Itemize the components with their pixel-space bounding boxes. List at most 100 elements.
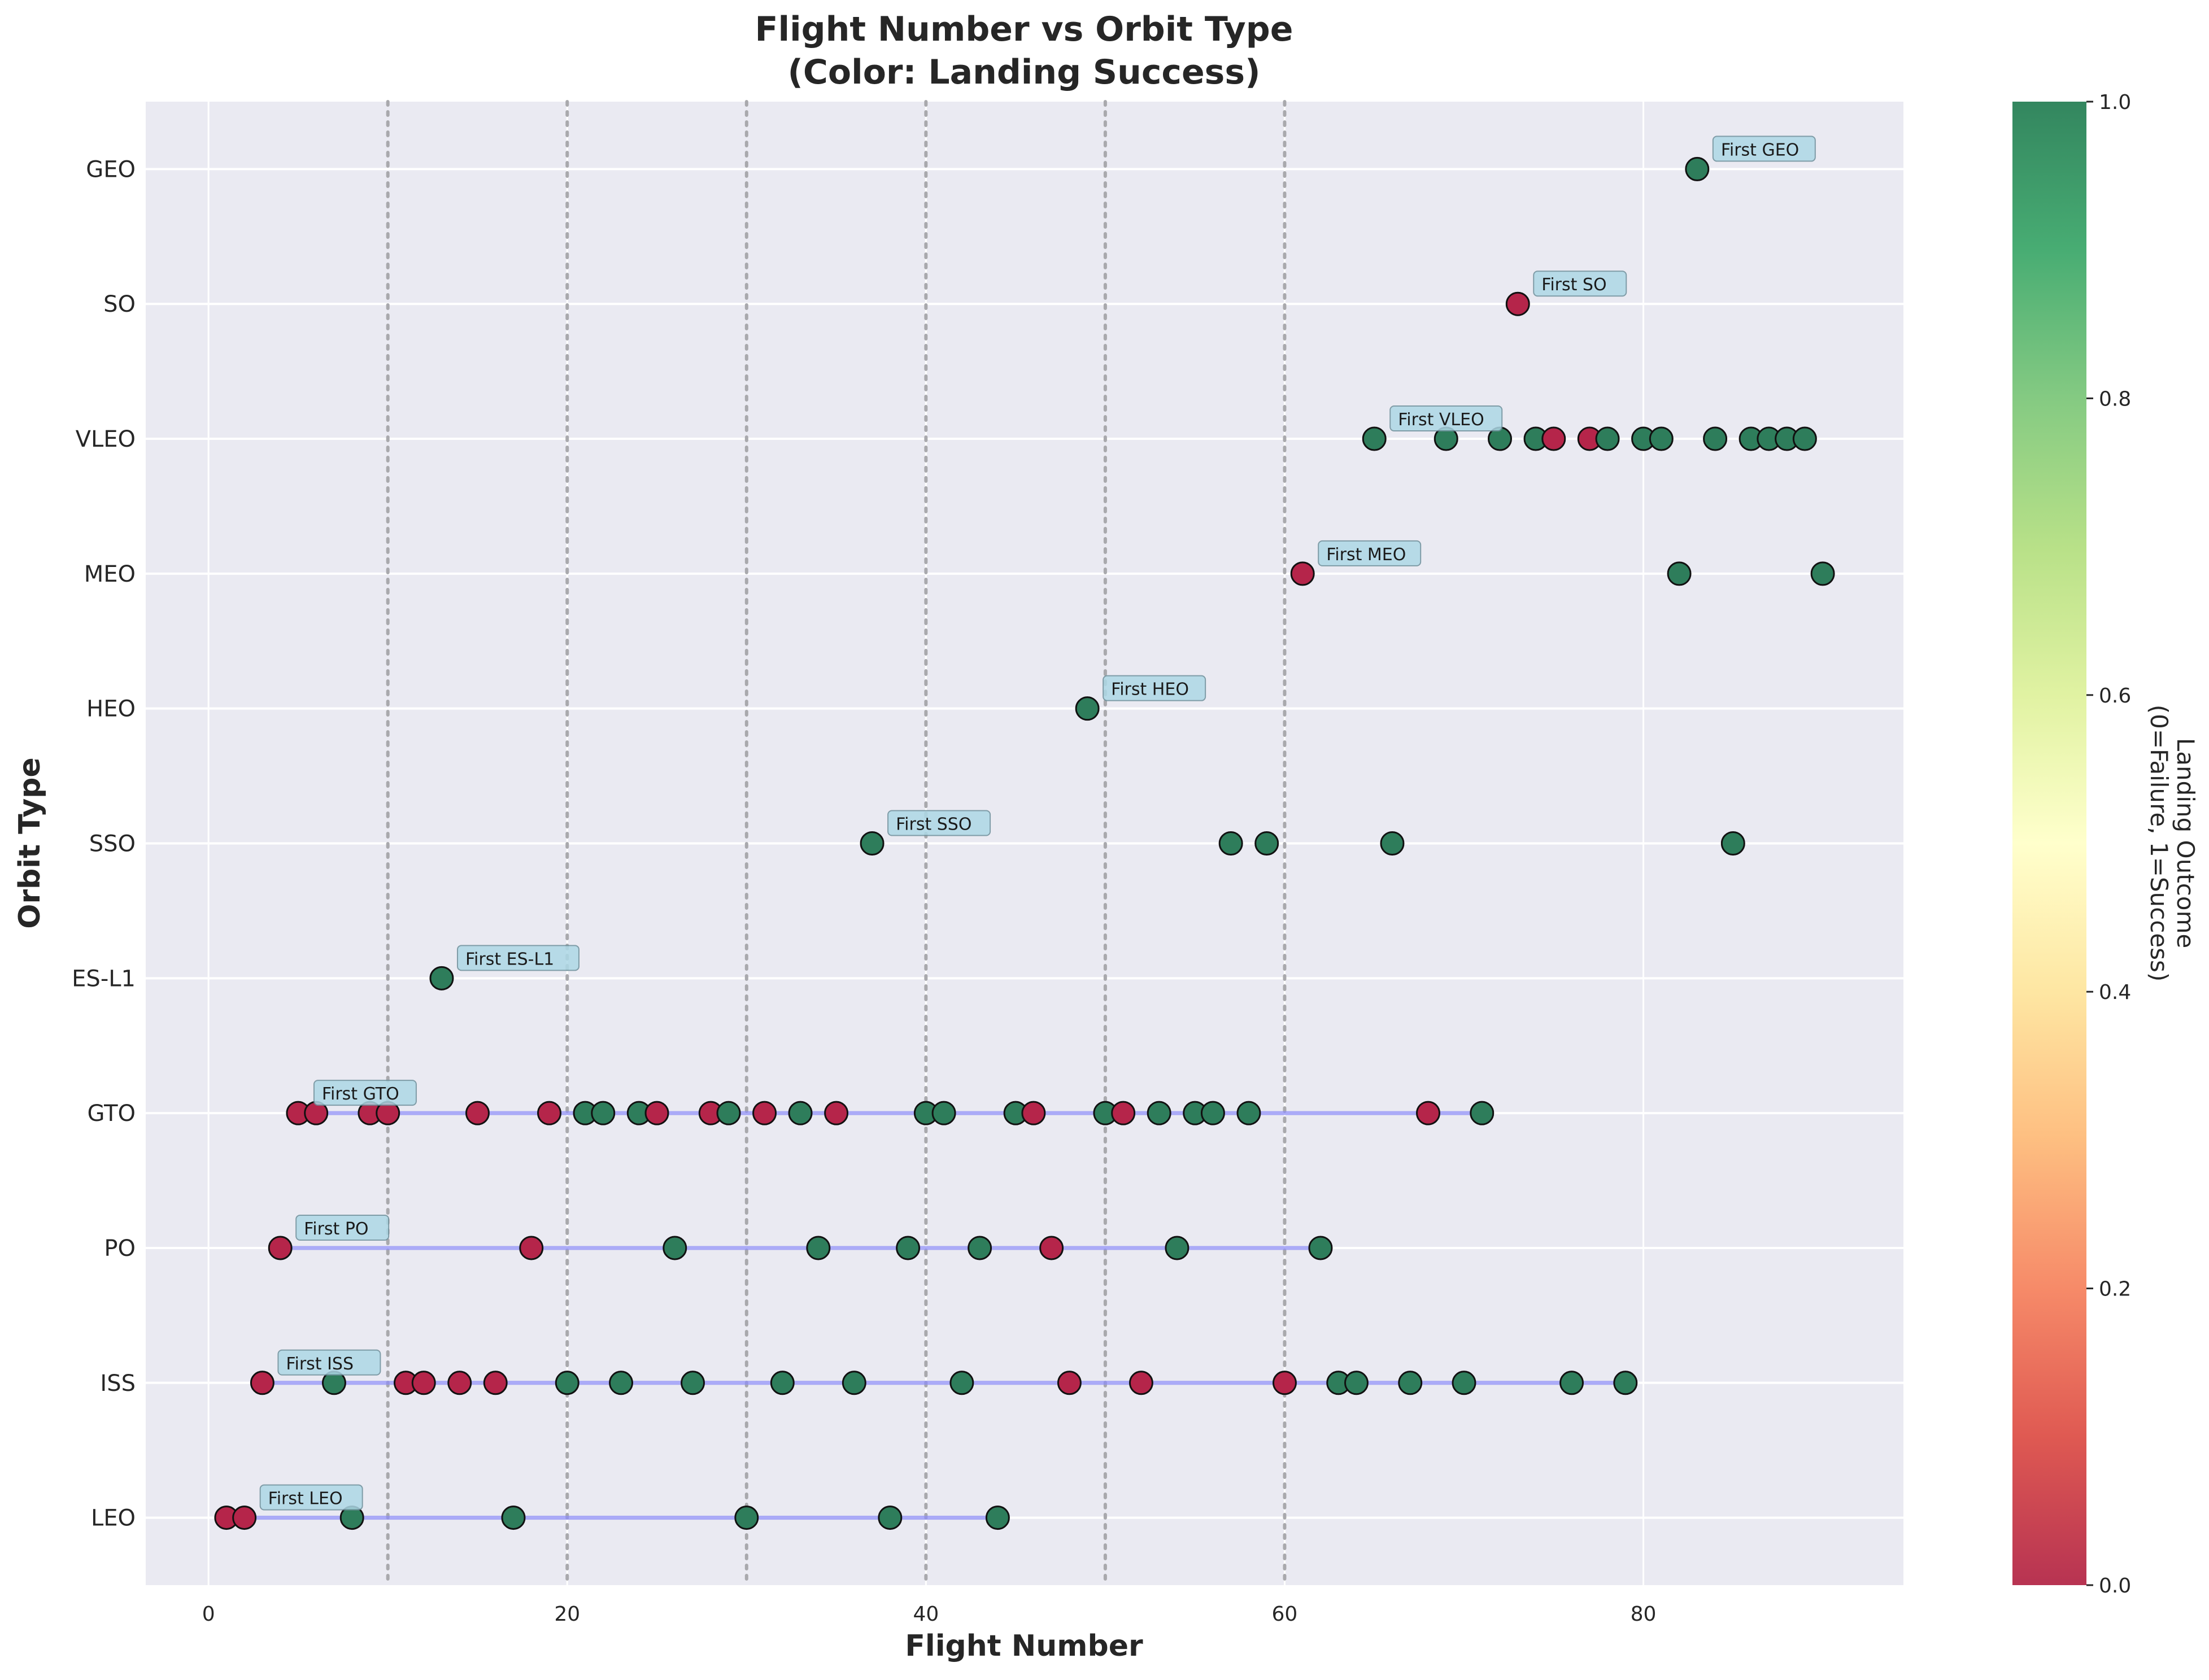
- y-tick-label: MEO: [84, 561, 136, 587]
- annotation-box: [887, 810, 991, 836]
- annotation-label: First MEO: [1326, 545, 1406, 565]
- y-tick-label: GEO: [86, 156, 136, 182]
- data-point-gto: [1200, 1101, 1225, 1125]
- data-point-so: [1505, 291, 1530, 316]
- data-point-iss: [250, 1371, 275, 1395]
- milestone-lines: [386, 100, 1287, 1587]
- data-point-po: [968, 1236, 992, 1260]
- data-point-iss: [681, 1371, 705, 1395]
- y-tick-label: SSO: [89, 831, 136, 857]
- chart-title-line2: (Color: Landing Success): [787, 53, 1260, 92]
- data-point-heo: [1075, 696, 1100, 721]
- data-point-po: [1039, 1236, 1064, 1260]
- colorbar-label-line1: Landing Outcome: [2172, 738, 2199, 948]
- data-point-sso: [1218, 831, 1243, 856]
- data-point-po: [268, 1236, 293, 1260]
- data-point-iss: [1272, 1371, 1297, 1395]
- x-tick-label: 80: [1631, 1603, 1657, 1626]
- data-point-sso: [1380, 831, 1405, 856]
- data-point-iss: [1452, 1371, 1476, 1395]
- annotation-label: First GTO: [322, 1084, 399, 1104]
- y-tick-label: SO: [103, 291, 136, 317]
- data-point-vleo: [1595, 426, 1620, 451]
- data-point-iss: [1613, 1371, 1638, 1395]
- data-point-iss: [1344, 1371, 1369, 1395]
- chart-title-line1: Flight Number vs Orbit Type: [755, 10, 1293, 49]
- data-points: [214, 156, 1835, 1530]
- data-point-gto: [752, 1101, 777, 1125]
- colorbar-tick-label: 0.0: [2099, 1574, 2131, 1598]
- data-point-gto: [1147, 1101, 1171, 1125]
- data-point-gto: [788, 1101, 813, 1125]
- data-point-leo: [878, 1506, 903, 1530]
- data-point-gto: [591, 1101, 616, 1125]
- data-point-po: [1308, 1236, 1333, 1260]
- annotation-label: First SSO: [896, 815, 971, 835]
- x-tick-label: 60: [1272, 1603, 1298, 1626]
- data-point-meo: [1290, 561, 1315, 586]
- data-point-iss: [1559, 1371, 1584, 1395]
- data-point-gto: [1236, 1101, 1261, 1125]
- y-tick-label: HEO: [86, 696, 136, 722]
- annotation-box: [1712, 136, 1816, 162]
- data-point-po: [663, 1236, 687, 1260]
- data-point-sso: [1254, 831, 1279, 856]
- annotation-label: First VLEO: [1398, 410, 1484, 430]
- data-point-leo: [734, 1506, 759, 1530]
- colorbar-tick-label: 0.6: [2099, 684, 2131, 708]
- annotation-box: [1533, 270, 1627, 297]
- data-point-po: [1165, 1236, 1190, 1260]
- y-tick-label: PO: [104, 1236, 136, 1262]
- annotation-label: First ES-L1: [465, 949, 554, 969]
- data-point-po: [519, 1236, 544, 1260]
- colorbar-tick-label: 0.8: [2099, 387, 2131, 411]
- data-point-iss: [842, 1371, 866, 1395]
- data-point-iss: [949, 1371, 974, 1395]
- data-point-leo: [232, 1506, 257, 1530]
- data-point-gto: [716, 1101, 741, 1125]
- data-point-vleo: [1649, 426, 1674, 451]
- data-point-es-l1: [429, 966, 454, 990]
- data-point-po: [806, 1236, 831, 1260]
- data-point-iss: [609, 1371, 634, 1395]
- colorbar: [2012, 102, 2086, 1585]
- data-point-iss: [1398, 1371, 1423, 1395]
- data-point-gto: [931, 1101, 956, 1125]
- x-tick-labels: 0 20 40 60 80: [202, 1603, 1657, 1626]
- data-point-iss: [1129, 1371, 1153, 1395]
- annotation-label: First HEO: [1111, 680, 1189, 700]
- x-tick-label: 40: [913, 1603, 939, 1626]
- x-tick-label: 0: [202, 1603, 215, 1626]
- colorbar-ticks: 0.0 0.2 0.4 0.6 0.8 1.0: [2086, 91, 2131, 1598]
- annotation-label: First LEO: [268, 1489, 343, 1509]
- data-point-geo: [1685, 156, 1710, 181]
- annotations: First LEO First ISS First PO First GTO First…: [259, 136, 1816, 1511]
- y-tick-label: ISS: [100, 1371, 136, 1397]
- data-point-vleo: [1792, 426, 1817, 451]
- data-point-po: [896, 1236, 921, 1260]
- data-point-gto: [537, 1101, 561, 1125]
- data-point-gto: [1021, 1101, 1046, 1125]
- y-tick-label: GTO: [88, 1101, 136, 1127]
- data-point-vleo: [1362, 426, 1387, 451]
- data-point-iss: [555, 1371, 580, 1395]
- y-tick-label: LEO: [91, 1506, 136, 1531]
- annotation-box: [1103, 675, 1206, 701]
- colorbar-tick-label: 0.2: [2099, 1278, 2131, 1301]
- annotation-box: [1389, 405, 1503, 432]
- x-axis-label: Flight Number: [905, 1629, 1143, 1663]
- data-point-gto: [1470, 1101, 1495, 1125]
- annotation-box: [295, 1214, 390, 1241]
- annotation-box: [313, 1080, 417, 1106]
- colorbar-tick-label: 1.0: [2099, 91, 2131, 114]
- data-point-iss: [411, 1371, 436, 1395]
- y-tick-label: ES-L1: [72, 966, 136, 992]
- data-point-gto: [465, 1101, 490, 1125]
- y-axis-label: Orbit Type: [13, 757, 47, 929]
- annotation-box: [1318, 540, 1422, 566]
- data-point-vleo: [1541, 426, 1566, 451]
- data-point-vleo: [1703, 426, 1728, 451]
- x-tick-label: 20: [554, 1603, 580, 1626]
- annotation-box: [259, 1484, 363, 1511]
